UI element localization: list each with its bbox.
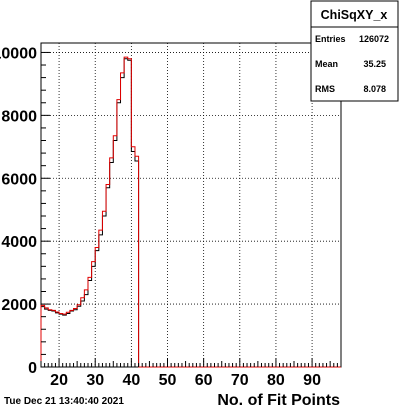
x-tick-label-90: 90 <box>303 372 321 389</box>
stats-mean-label: Mean <box>315 59 338 69</box>
y-axis: 0 2000 4000 6000 8000 10000 <box>0 45 50 377</box>
x-tick-label-20: 20 <box>50 372 68 389</box>
stats-box-frame <box>310 0 399 102</box>
grid-lines <box>41 43 341 367</box>
y-tick-label-6000: 6000 <box>1 171 37 188</box>
y-tick-label-2000: 2000 <box>1 297 37 314</box>
y-tick-label-10000: 10000 <box>0 45 37 62</box>
stats-entries-label: Entries <box>315 34 346 44</box>
y-tick-label-4000: 4000 <box>1 234 37 251</box>
stats-rms-label: RMS <box>315 84 335 94</box>
x-tick-label-60: 60 <box>195 372 213 389</box>
plot-frame <box>40 42 342 368</box>
x-axis-title: No. of Fit Points <box>217 392 340 409</box>
datestamp: Tue Dec 21 13:40:40 2021 <box>4 396 124 407</box>
histogram-series <box>40 56 341 368</box>
histogram-series-0 <box>40 58 341 368</box>
stats-rms-value: 8.078 <box>363 84 386 94</box>
x-tick-label-50: 50 <box>159 372 177 389</box>
x-tick-label-30: 30 <box>86 372 104 389</box>
histogram-series-1 <box>40 56 341 368</box>
x-tick-label-80: 80 <box>267 372 285 389</box>
x-tick-label-40: 40 <box>122 372 140 389</box>
x-axis: 20 30 40 50 60 70 80 90 <box>40 358 342 389</box>
stats-title: ChiSqXY_x <box>321 8 388 22</box>
stats-box: ChiSqXY_x Entries 126072 Mean 35.25 RMS … <box>310 0 399 102</box>
stats-mean-value: 35.25 <box>363 59 386 69</box>
y-tick-label-8000: 8000 <box>1 108 37 125</box>
y-tick-label-0: 0 <box>28 360 37 377</box>
stats-entries-value: 126072 <box>359 34 389 44</box>
x-tick-label-70: 70 <box>231 372 249 389</box>
